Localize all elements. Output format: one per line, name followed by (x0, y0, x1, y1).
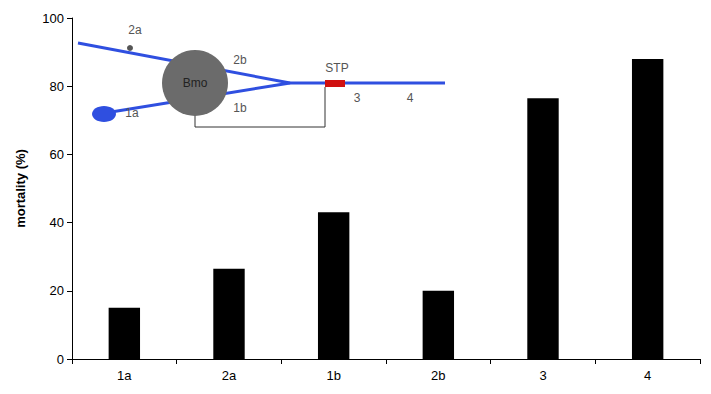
svg-text:4: 4 (644, 368, 651, 383)
svg-text:Bmo: Bmo (183, 76, 208, 90)
svg-text:0: 0 (57, 352, 64, 367)
svg-text:2b: 2b (233, 53, 247, 67)
svg-text:2a: 2a (128, 23, 142, 37)
svg-text:20: 20 (50, 283, 64, 298)
svg-text:1a: 1a (125, 106, 139, 120)
svg-text:4: 4 (407, 91, 414, 105)
svg-text:2b: 2b (431, 368, 445, 383)
svg-text:80: 80 (50, 79, 64, 94)
svg-text:mortality (%): mortality (%) (13, 149, 28, 228)
svg-text:3: 3 (539, 368, 546, 383)
svg-text:STP: STP (325, 61, 348, 75)
svg-text:1b: 1b (326, 368, 340, 383)
svg-text:1b: 1b (233, 101, 247, 115)
svg-text:40: 40 (50, 215, 64, 230)
svg-text:2a: 2a (222, 368, 237, 383)
svg-text:100: 100 (42, 11, 64, 26)
svg-text:3: 3 (354, 91, 361, 105)
svg-text:1a: 1a (117, 368, 132, 383)
svg-text:60: 60 (50, 147, 64, 162)
